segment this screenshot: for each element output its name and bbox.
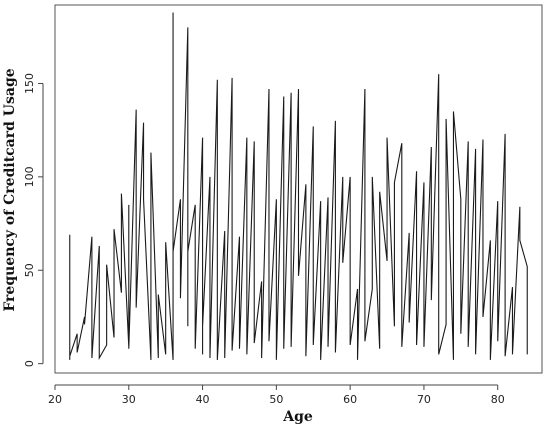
x-axis: 20 30 40 50 60 70 80 [48, 384, 505, 406]
x-tick-label: 70 [417, 393, 431, 406]
x-tick-label: 20 [48, 393, 62, 406]
x-tick-label: 80 [491, 393, 505, 406]
y-axis-title: Frequency of Creditcard Usage [2, 68, 18, 311]
y-axis: 0 50 100 150 [23, 73, 44, 367]
series-layer [69, 12, 528, 361]
y-tick-label: 0 [23, 360, 36, 367]
x-tick-label: 30 [122, 393, 136, 406]
plot-frame [54, 4, 543, 374]
y-tick-label: 50 [23, 263, 36, 277]
series-line-0 [69, 12, 528, 361]
x-axis-title: Age [282, 409, 313, 425]
y-tick-label: 100 [23, 166, 36, 187]
y-tick-label: 150 [23, 73, 36, 94]
x-tick-label: 60 [343, 393, 357, 406]
x-tick-label: 40 [196, 393, 210, 406]
x-tick-label: 50 [269, 393, 283, 406]
